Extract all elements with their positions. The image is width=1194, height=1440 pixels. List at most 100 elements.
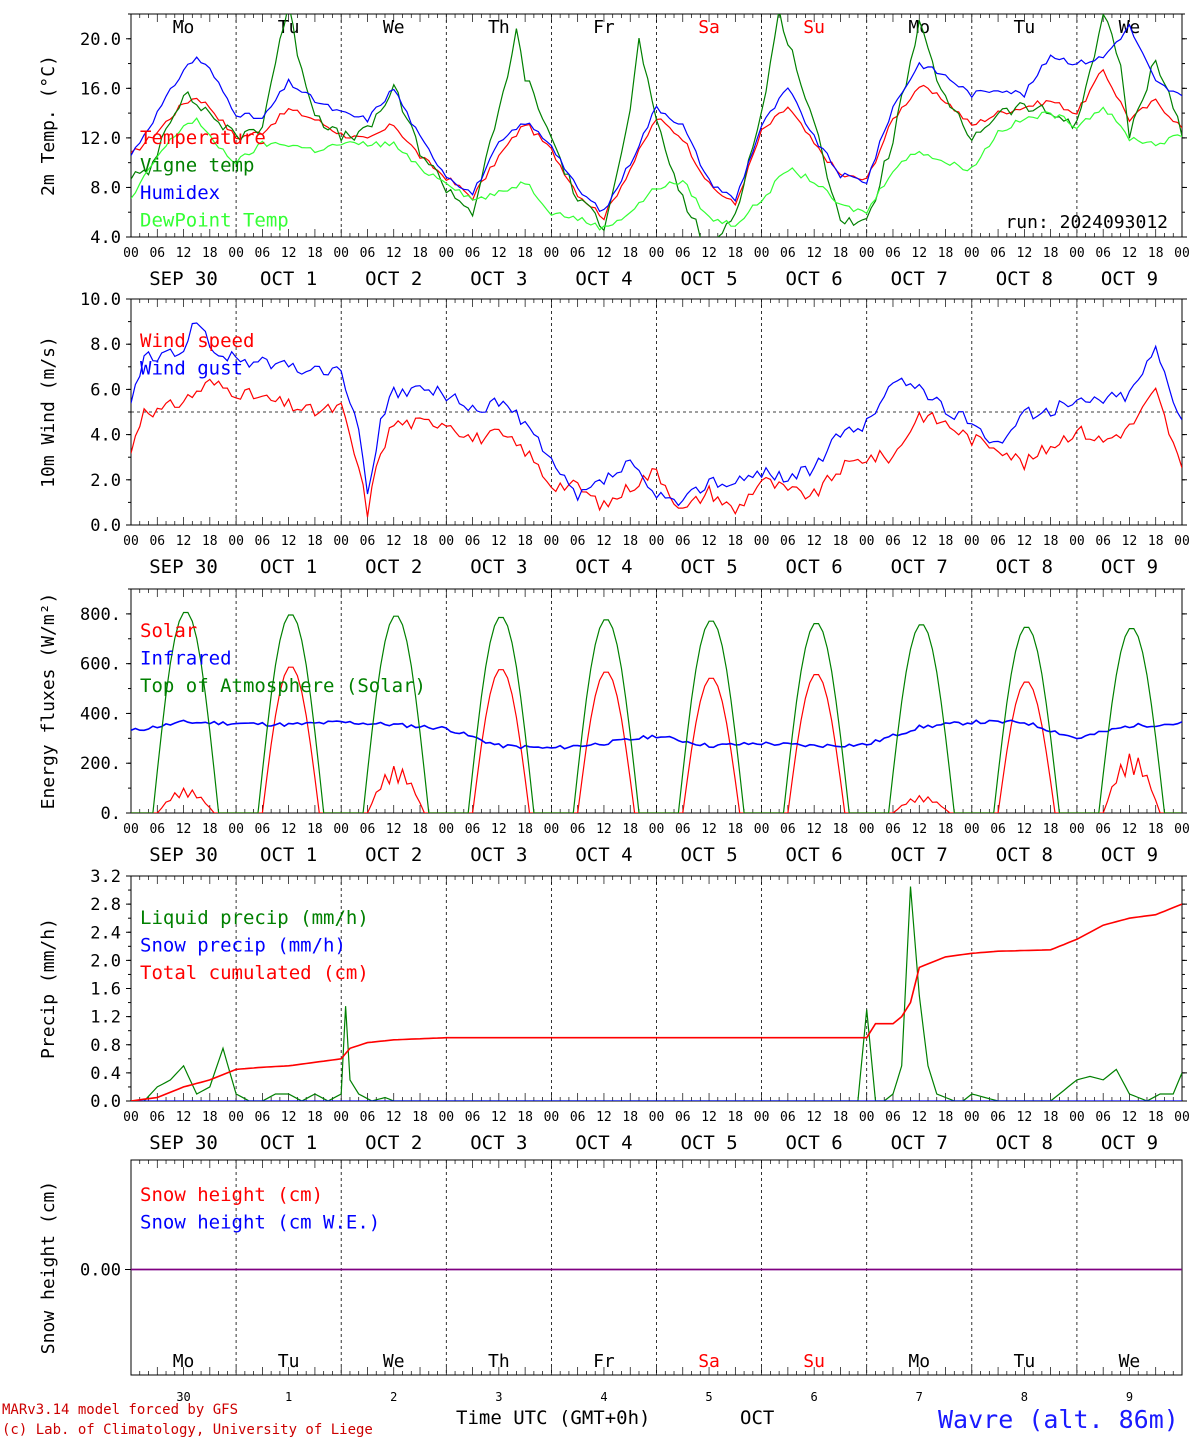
x-hour-label: 00 [964,246,980,261]
x-hour-label: 18 [1043,822,1059,837]
series-group [131,14,1182,237]
x-hour-label: 18 [412,246,428,261]
series-line-vigne-temp [131,14,1182,237]
copyright: (c) Lab. of Climatology, University of L… [2,1422,373,1438]
x-hour-label: 00 [1174,822,1190,837]
x-hour-label: 00 [1174,534,1190,549]
x-hour-label: 18 [202,534,218,549]
x-hour-label: 00 [964,1110,980,1125]
x-hour-label: 06 [780,534,796,549]
x-hour-label: 00 [544,822,560,837]
x-hour-label: 18 [727,822,743,837]
weekday-label: Mo [908,1351,930,1372]
x-hour-label: 00 [438,534,454,549]
x-hour-label: 00 [754,534,770,549]
x-hour-label: 12 [701,1110,717,1125]
y-tick-label: 1.2 [90,1008,121,1028]
day-number: 30 [176,1390,190,1404]
x-hour-label: 00 [438,246,454,261]
x-hour-label: 12 [1017,246,1033,261]
y-tick-label: 6.0 [90,380,121,400]
x-date-label: OCT 2 [365,1132,422,1154]
x-hour-label: 06 [360,534,376,549]
panel-3: 0. 200. 400. 600. 800. Energy fluxes (W/m²) 00… [38,588,1190,866]
x-hour-label: 12 [701,246,717,261]
weekday-label: Su [803,17,825,38]
x-hour-label: 06 [1095,822,1111,837]
x-hour-label: 00 [123,1110,139,1125]
weekday-label: Fr [593,1351,615,1372]
series-line-liquid-precip-mm-h- [131,886,1182,1101]
x-hour-label: 12 [176,822,192,837]
x-hour-label: 18 [517,246,533,261]
y-tick-label: 600. [80,655,121,675]
x-hour-label: 06 [885,1110,901,1125]
legend-entry: Snow height (cm W.E.) [140,1212,380,1234]
x-hour-label: 12 [386,822,402,837]
legend-entry: Wind gust [140,358,243,380]
x-hour-label: 18 [727,534,743,549]
x-hour-label: 12 [806,246,822,261]
x-date-label: OCT 3 [470,268,527,290]
x-hour-label: 12 [806,1110,822,1125]
x-date-label: OCT 8 [996,556,1053,578]
y-tick-label: 8.0 [90,178,121,198]
x-hour-label: 12 [701,822,717,837]
x-hour-label: 12 [491,534,507,549]
x-date-label: SEP 30 [149,556,218,578]
y-tick-label: 4.0 [90,426,121,446]
x-hour-label: 12 [806,534,822,549]
x-hour-label: 18 [307,534,323,549]
x-date-label: SEP 30 [149,268,218,290]
x-hour-label: 06 [465,822,481,837]
x-hour-label: 12 [281,534,297,549]
x-hour-label: 18 [412,822,428,837]
x-hour-label: 00 [649,246,665,261]
x-hour-label: 18 [833,246,849,261]
x-hour-label: 06 [570,1110,586,1125]
x-hour-label: 06 [570,246,586,261]
x-hour-label: 12 [176,1110,192,1125]
x-hour-label: 00 [754,822,770,837]
month-label: OCT [740,1407,774,1429]
x-hour-label: 06 [570,534,586,549]
x-hour-label: 18 [517,1110,533,1125]
weekday-label: Mo [173,17,195,38]
series-line-dewpoint-temp [131,106,1182,231]
x-hour-label: 06 [990,1110,1006,1125]
x-hour-label: 12 [806,822,822,837]
x-hour-label: 06 [990,822,1006,837]
day-number: 8 [1021,1390,1028,1404]
series-line-total-cumulated-cm- [131,903,1182,1101]
plot-frame [130,13,1183,238]
x-date-label: OCT 4 [575,268,632,290]
x-hour-label: 00 [649,1110,665,1125]
series-line-wind-speed [131,378,1182,518]
x-hour-label: 12 [1017,1110,1033,1125]
x-hour-label: 06 [675,246,691,261]
x-date-label: OCT 4 [575,844,632,866]
station-label: Wavre (alt. 86m) [938,1405,1179,1434]
y-tick-label: 0. [101,804,121,824]
y-tick-label: 4.0 [90,228,121,248]
x-hour-label: 06 [465,1110,481,1125]
x-hour-label: 06 [1095,246,1111,261]
x-hour-label: 18 [622,246,638,261]
y-tick-label: 0.0 [90,516,121,536]
x-hour-label: 18 [517,822,533,837]
x-date-label: OCT 2 [365,268,422,290]
weekday-label: We [383,17,405,38]
x-hour-label: 18 [727,1110,743,1125]
x-hour-label: 12 [386,246,402,261]
x-hour-label: 12 [1017,822,1033,837]
legend-entry: Temperature [140,127,266,149]
x-hour-label: 00 [544,1110,560,1125]
x-hour-label: 12 [911,534,927,549]
legend-entry: Infrared [140,648,232,670]
y-tick-label: 0.00 [80,1261,121,1281]
x-hour-label: 06 [465,534,481,549]
weekday-label: We [1119,1351,1141,1372]
x-hour-label: 06 [780,246,796,261]
x-date-label: OCT 7 [891,1132,948,1154]
